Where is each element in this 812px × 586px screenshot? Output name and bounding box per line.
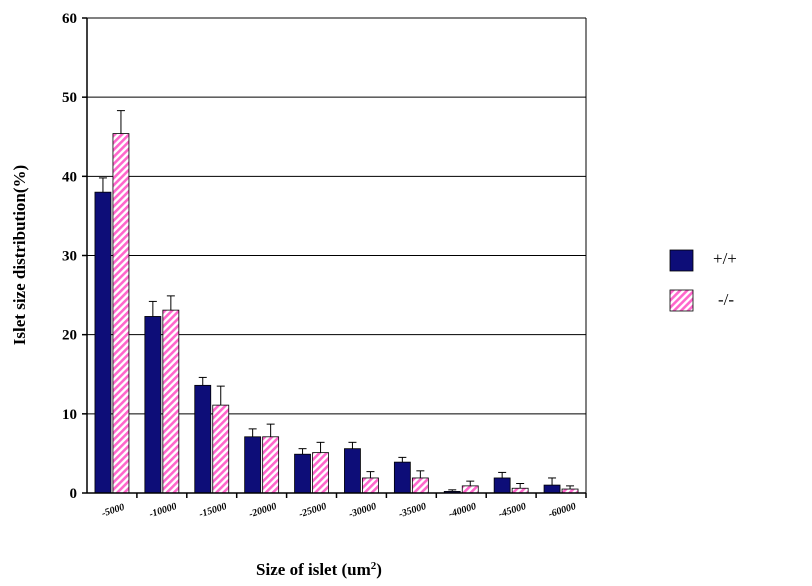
x-tick-label--25000: -25000 <box>298 501 328 520</box>
bar-wild-type--10000 <box>144 316 162 494</box>
legend-label-wild-type: +/+ <box>713 249 737 268</box>
bar-knockout--15000 <box>212 404 230 494</box>
bar-knockout--40000 <box>461 485 479 494</box>
x-axis-title-main: Size of islet (um <box>256 560 371 579</box>
x-tick-label--35000: -35000 <box>397 501 427 520</box>
x-tick-label--40000: -40000 <box>447 501 477 520</box>
bar-wild-type--5000 <box>94 191 112 494</box>
y-tick-label-10: 10 <box>62 407 77 423</box>
bar-wild-type--20000 <box>244 436 262 494</box>
bar-wild-type--25000 <box>294 453 311 494</box>
bar-knockout--35000 <box>411 477 429 494</box>
y-tick-label-60: 60 <box>62 11 77 27</box>
x-tick-label--5000: -5000 <box>100 502 126 520</box>
grid-lines <box>87 17 587 493</box>
y-tick-labels: 0 10 20 30 40 50 60 <box>62 11 87 502</box>
legend-label-knockout: -/- <box>718 290 734 309</box>
y-axis-title: Islet size distribution(%) <box>10 165 29 345</box>
x-tick-labels: -5000 -10000 -15000 -20000 -25000 -30000 -3500… <box>100 493 587 520</box>
bar-knockout--25000 <box>312 452 329 494</box>
error-bars <box>98 110 575 492</box>
bar-knockout--5000 <box>112 133 130 494</box>
bars <box>94 133 579 494</box>
legend-swatch-wild-type <box>669 249 694 272</box>
y-tick-label-0: 0 <box>70 486 78 502</box>
y-tick-label-20: 20 <box>62 328 77 344</box>
legend-swatch-knockout <box>669 289 694 312</box>
bar-wild-type--30000 <box>344 448 361 494</box>
x-tick-label--45000: -45000 <box>497 501 527 520</box>
x-tick-label--60000: -60000 <box>547 501 577 520</box>
bar-knockout--10000 <box>162 309 180 494</box>
x-tick-label--10000: -10000 <box>148 501 178 520</box>
x-axis-title: Size of islet (um2) <box>256 560 382 579</box>
bar-wild-type--60000 <box>543 484 561 494</box>
bar-knockout--30000 <box>362 477 379 494</box>
bar-wild-type--35000 <box>393 461 411 494</box>
y-tick-label-50: 50 <box>62 90 77 106</box>
y-tick-label-40: 40 <box>62 169 77 185</box>
legend: +/+ -/- <box>669 249 737 312</box>
x-tick-label--15000: -15000 <box>198 501 228 520</box>
x-axis-title-superscript: 2 <box>371 560 377 572</box>
y-tick-label-30: 30 <box>62 249 77 265</box>
bar-wild-type--45000 <box>493 477 511 494</box>
x-axis-title-close: ) <box>376 560 382 579</box>
bar-knockout--20000 <box>262 436 280 494</box>
x-tick-label--30000: -30000 <box>347 501 377 520</box>
x-tick-label--20000: -20000 <box>248 501 278 520</box>
bar-wild-type--15000 <box>194 384 212 494</box>
